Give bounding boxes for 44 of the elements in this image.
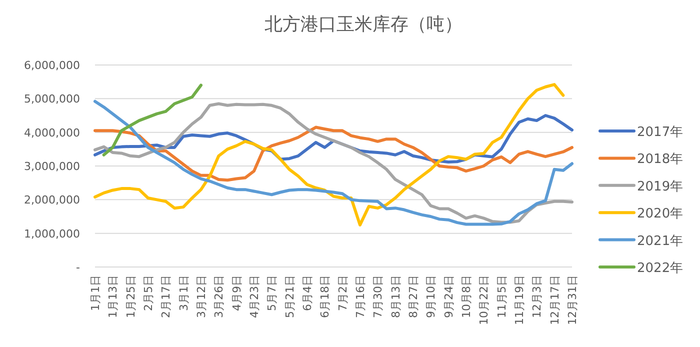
x-tick-label: 1月13日: [106, 275, 120, 318]
y-tick-label: 1,000,000: [24, 227, 80, 240]
x-tick-label: 9月24日: [442, 275, 456, 318]
x-tick-label: 12月17日: [548, 275, 562, 325]
x-tick-label: 7月16日: [354, 275, 367, 318]
legend-label: 2019年: [637, 179, 684, 194]
legend-label: 2022年: [637, 261, 684, 276]
x-tick-label: 3月12日: [195, 275, 208, 318]
x-tick-label: 6月18日: [318, 275, 332, 318]
y-tick-label: 5,000,000: [24, 92, 80, 106]
x-tick-label: 10月8日: [460, 275, 473, 318]
x-tick-label: 5月7日: [266, 275, 279, 311]
x-tick-label: 9月10日: [424, 275, 438, 318]
line-series: [94, 126, 574, 182]
x-tick-label: 7月30日: [372, 275, 385, 318]
line-series: [102, 84, 202, 156]
x-tick-label: 12月31日: [566, 275, 579, 325]
legend-label: 2018年: [637, 152, 684, 168]
y-tick-label: 2,000,000: [24, 194, 80, 207]
x-tick-label: 12月3日: [530, 275, 544, 318]
x-tick-label: 2月5日: [142, 275, 155, 311]
x-tick-label: 8月13日: [389, 275, 402, 318]
chart-title: 北方港口玉米库存（吨）: [264, 14, 462, 35]
x-tick-label: 2月17日: [160, 275, 173, 318]
y-tick-label: 4,000,000: [24, 126, 80, 140]
x-tick-label: 3月1日: [177, 275, 190, 311]
x-tick-label: 8月27日: [407, 275, 420, 318]
x-tick-label: 4月23日: [248, 275, 261, 318]
x-tick-label: 3月26日: [212, 275, 226, 318]
y-tick-label: 3,000,000: [24, 160, 80, 173]
x-tick-label: 10月22日: [478, 275, 491, 325]
y-tick-label: -: [76, 261, 80, 274]
legend-label: 2021年: [637, 234, 684, 249]
legend-label: 2020年: [637, 206, 684, 222]
x-tick-label: 1月25日: [124, 275, 138, 318]
legend-label: 2017年: [637, 125, 684, 140]
x-tick-label: 11月19日: [513, 275, 526, 325]
x-tick-label: 11月5日: [495, 275, 508, 318]
x-tick-label: 6月4日: [301, 275, 314, 311]
x-tick-label: 5月21日: [283, 275, 296, 318]
x-tick-label: 7月2日: [336, 275, 350, 311]
x-tick-label: 4月9日: [230, 275, 244, 311]
x-tick-label: 1月1日: [89, 275, 102, 311]
y-tick-label: 6,000,000: [24, 59, 80, 72]
